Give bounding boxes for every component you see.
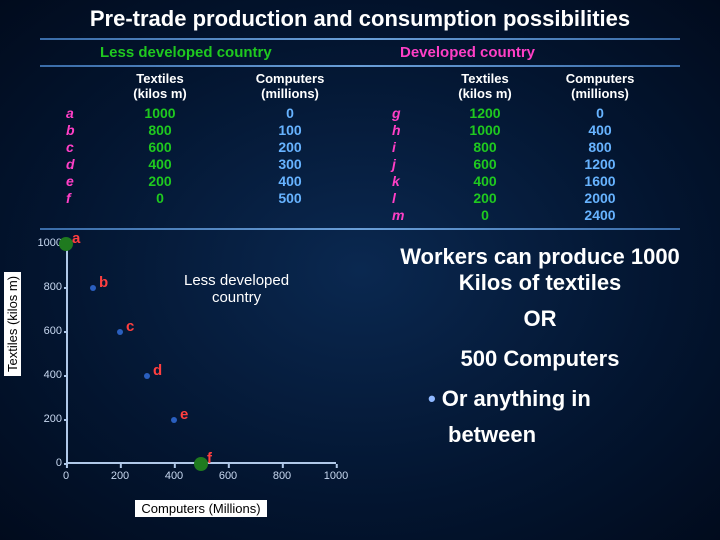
y-tick: 600 [32, 325, 62, 337]
rule-bottom [40, 228, 680, 230]
chart-point-label: e [180, 406, 188, 423]
x-tick: 400 [165, 470, 183, 482]
text-line-500: 500 Computers [368, 346, 712, 372]
text-line-bullet: Or anything in [368, 386, 712, 412]
x-tick: 600 [219, 470, 237, 482]
dc-computers-head: Computers(millions) [540, 71, 660, 101]
ppf-chart: Textiles (kilos m) Less developedcountry… [8, 236, 368, 516]
ldc-heading: Less developed country [100, 44, 272, 61]
x-tick: 800 [273, 470, 291, 482]
chart-point [90, 285, 96, 291]
dc-heading: Developed country [400, 44, 535, 61]
y-tick: 1000 [32, 237, 62, 249]
table-row: d400300j6001200 [40, 156, 680, 173]
x-tick: 1000 [324, 470, 348, 482]
text-line-1: Workers can produce 1000Kilos of textile… [368, 244, 712, 296]
table-row: f0500l2002000 [40, 190, 680, 207]
chart-point [117, 329, 123, 335]
table-row: c600200i800800 [40, 139, 680, 156]
subheader-row: Textiles(kilos m) Computers(millions) Te… [40, 69, 680, 105]
chart-point [144, 373, 150, 379]
table-row: e200400k4001600 [40, 173, 680, 190]
table-row: b800100h1000400 [40, 122, 680, 139]
chart-point-label: c [126, 318, 134, 335]
table-row: a10000g12000 [40, 105, 680, 122]
chart-point-label: d [153, 362, 162, 379]
x-tick: 200 [111, 470, 129, 482]
rule-top [40, 38, 680, 40]
chart-point [59, 237, 73, 251]
table-row: m02400 [40, 207, 680, 224]
text-line-between: between [368, 422, 712, 448]
data-rows: a10000g12000b800100h1000400c600200i80080… [40, 105, 680, 224]
dc-textiles-head: Textiles(kilos m) [430, 71, 540, 101]
chart-xlabel: Computers (Millions) [66, 500, 336, 518]
y-axis [66, 244, 68, 464]
chart-point [194, 457, 208, 471]
y-tick: 0 [32, 457, 62, 469]
y-tick: 200 [32, 413, 62, 425]
chart-point-label: b [99, 274, 108, 291]
ldc-computers-head: Computers(millions) [220, 71, 360, 101]
y-tick: 800 [32, 281, 62, 293]
country-header-row: Less developed country Developed country [40, 42, 680, 63]
chart-inner-title: Less developedcountry [184, 272, 289, 306]
chart-ylabel: Textiles (kilos m) [4, 272, 21, 376]
x-tick: 0 [63, 470, 69, 482]
possibilities-table: Less developed country Developed country… [40, 38, 680, 230]
chart-plot-area: Less developedcountry 020040060080010000… [66, 244, 336, 464]
ldc-textiles-head: Textiles(kilos m) [100, 71, 220, 101]
rule-mid [40, 65, 680, 67]
chart-point-label: f [207, 450, 212, 467]
chart-point [171, 417, 177, 423]
text-line-or: OR [368, 306, 712, 332]
explanatory-text: Workers can produce 1000Kilos of textile… [368, 236, 720, 516]
y-tick: 400 [32, 369, 62, 381]
chart-point-label: a [72, 230, 80, 247]
page-title: Pre-trade production and consumption pos… [0, 0, 720, 36]
